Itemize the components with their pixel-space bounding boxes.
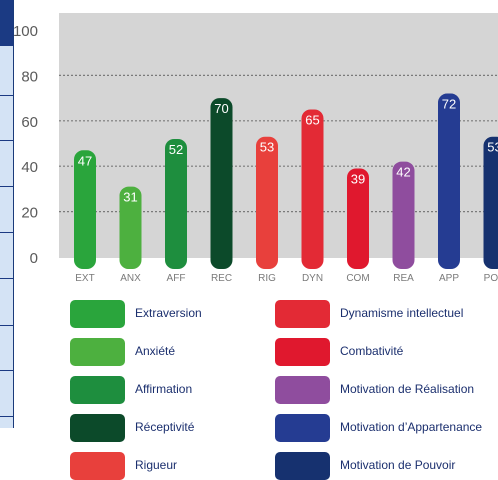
data-label: 70 [214,101,228,116]
legend-swatch [70,452,125,480]
x-tick-label: ANX [120,273,141,284]
x-axis-ticks: EXT ANX AFF REC RIG DYN COM REA APP POU [75,273,498,284]
bar-chart: 0 20 40 60 80 100 47 31 52 70 53 65 39 42 72 53 EXT ANX… [0,0,498,290]
side-table-row-line [0,416,13,417]
x-tick-label: COM [346,273,369,284]
bar-app [438,94,460,269]
x-tick-label: POU [484,273,498,284]
data-label: 65 [305,112,319,127]
x-tick-label: DYN [302,273,323,284]
data-label: 42 [396,165,410,180]
legend-swatch [275,338,330,366]
side-table-row-line [0,325,13,326]
legend-swatch [70,338,125,366]
legend-label: Réceptivité [135,420,194,434]
x-tick-label: REC [211,273,232,284]
legend-label: Motivation d’Appartenance [340,420,482,434]
x-tick-label: REA [393,273,414,284]
legend-swatch [70,300,125,328]
legend-label: Motivation de Pouvoir [340,458,455,472]
y-tick-label: 20 [21,205,38,222]
legend-label: Rigueur [135,458,177,472]
y-tick-label: 100 [13,23,38,40]
y-tick-label: 60 [21,114,38,131]
y-tick-label: 80 [21,68,38,85]
side-table-row-line [0,370,13,371]
x-tick-label: AFF [167,273,186,284]
x-tick-label: EXT [75,273,94,284]
bar-aff [165,139,187,269]
legend-label: Dynamisme intellectuel [340,306,463,320]
bar-rec [211,98,233,269]
legend-swatch [70,376,125,404]
data-label: 72 [442,97,456,112]
data-label: 31 [123,190,137,205]
data-label: 53 [487,140,498,155]
bar-pou [484,137,498,269]
data-label: 47 [78,153,92,168]
legend-label: Anxiété [135,344,175,358]
data-label: 53 [260,140,274,155]
y-tick-label: 0 [30,250,38,267]
legend-label: Extraversion [135,306,202,320]
legend-swatch [275,414,330,442]
y-axis-ticks: 0 20 40 60 80 100 [13,23,38,267]
data-label: 39 [351,171,365,186]
legend-label: Motivation de Réalisation [340,382,474,396]
x-tick-label: RIG [258,273,276,284]
bar-rig [256,137,278,269]
bar-dyn [302,109,324,269]
legend-swatch [275,376,330,404]
legend-swatch [70,414,125,442]
legend-label: Combativité [340,344,403,358]
legend-swatch [275,452,330,480]
legend-label: Affirmation [135,382,192,396]
y-tick-label: 40 [21,159,38,176]
x-tick-label: APP [439,273,459,284]
data-label: 52 [169,142,183,157]
legend-swatch [275,300,330,328]
